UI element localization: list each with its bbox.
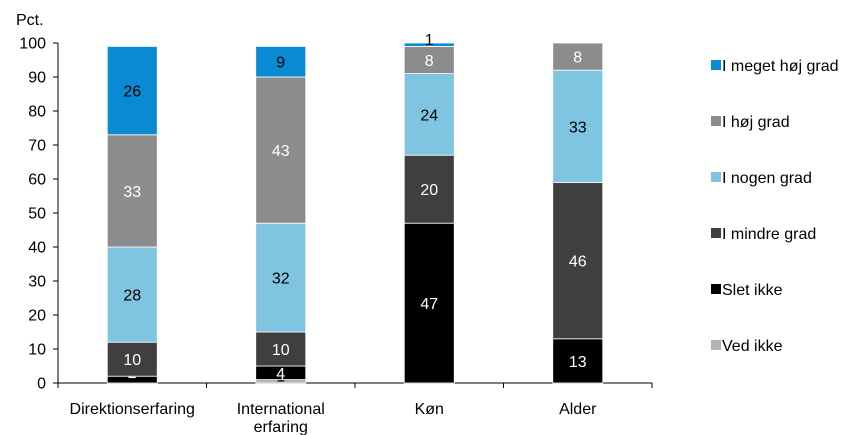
data-label: 32 bbox=[272, 271, 290, 288]
bar-segment bbox=[403, 42, 455, 47]
data-label: 33 bbox=[569, 119, 587, 136]
data-label: 24 bbox=[420, 107, 438, 124]
x-tick-label: Køn bbox=[415, 401, 444, 418]
x-tick-label: International bbox=[237, 401, 325, 418]
axes: 0 10 20 30 40 50 60 70 80 90 100 bbox=[19, 36, 653, 393]
x-tick-label: Direktionserfaring bbox=[70, 401, 195, 418]
y-axis-title: Pct. bbox=[16, 12, 44, 29]
bar-segment bbox=[552, 42, 604, 71]
data-label: 43 bbox=[272, 143, 290, 160]
y-tick-label: 60 bbox=[28, 172, 46, 189]
bar-segment bbox=[106, 134, 158, 248]
data-label: 33 bbox=[123, 184, 141, 201]
bar-segment bbox=[552, 181, 604, 340]
y-tick-label: 100 bbox=[19, 36, 46, 53]
bar-segment bbox=[255, 222, 307, 333]
data-label: 13 bbox=[569, 354, 587, 371]
data-label: 10 bbox=[272, 342, 290, 359]
y-tick-label: 0 bbox=[37, 376, 46, 393]
x-tick-label: erfaring bbox=[254, 419, 308, 435]
data-label: 8 bbox=[425, 53, 434, 70]
y-tick-label: 30 bbox=[28, 274, 46, 291]
legend-swatch bbox=[711, 284, 721, 294]
bar-segment bbox=[403, 154, 455, 224]
y-tick-label: 10 bbox=[28, 342, 46, 359]
legend-label: I nogen grad bbox=[722, 170, 812, 187]
data-label: 26 bbox=[123, 84, 141, 101]
bar-segment bbox=[106, 246, 158, 343]
y-tick-label: 20 bbox=[28, 308, 46, 325]
data-label: 4 bbox=[276, 366, 285, 383]
data-label: 10 bbox=[123, 352, 141, 369]
y-tick-label: 90 bbox=[28, 70, 46, 87]
bar-segment bbox=[255, 46, 307, 78]
bar-segment bbox=[552, 338, 604, 384]
bars: 210283326141032439472024811346338 bbox=[106, 32, 604, 386]
bar-segment bbox=[403, 222, 455, 384]
legend-label: I høj grad bbox=[722, 114, 790, 131]
data-label: 1 bbox=[425, 32, 434, 49]
legend: I meget høj grad I høj grad I nogen grad I … bbox=[711, 58, 839, 355]
legend-label: I meget høj grad bbox=[722, 58, 839, 75]
data-label: 8 bbox=[573, 50, 582, 67]
bar-segment bbox=[106, 46, 158, 136]
legend-label: I mindre grad bbox=[722, 226, 816, 243]
data-label: 9 bbox=[276, 55, 285, 72]
legend-swatch bbox=[711, 228, 721, 238]
legend-swatch bbox=[711, 172, 721, 182]
legend-swatch bbox=[711, 340, 721, 350]
y-tick-label: 70 bbox=[28, 138, 46, 155]
data-label: 47 bbox=[420, 296, 438, 313]
bar-segment bbox=[255, 76, 307, 224]
bar-segment bbox=[403, 73, 455, 156]
data-label: 46 bbox=[569, 254, 587, 271]
legend-swatch bbox=[711, 60, 721, 70]
x-tick-label: Alder bbox=[559, 401, 597, 418]
legend-label: Slet ikke bbox=[722, 282, 783, 299]
data-label: 20 bbox=[420, 182, 438, 199]
y-tick-label: 80 bbox=[28, 104, 46, 121]
data-label: 28 bbox=[123, 288, 141, 305]
y-tick-label: 40 bbox=[28, 240, 46, 257]
legend-swatch bbox=[711, 116, 721, 126]
bar-segment bbox=[552, 69, 604, 183]
legend-label: Ved ikke bbox=[722, 338, 783, 355]
y-tick-label: 50 bbox=[28, 206, 46, 223]
